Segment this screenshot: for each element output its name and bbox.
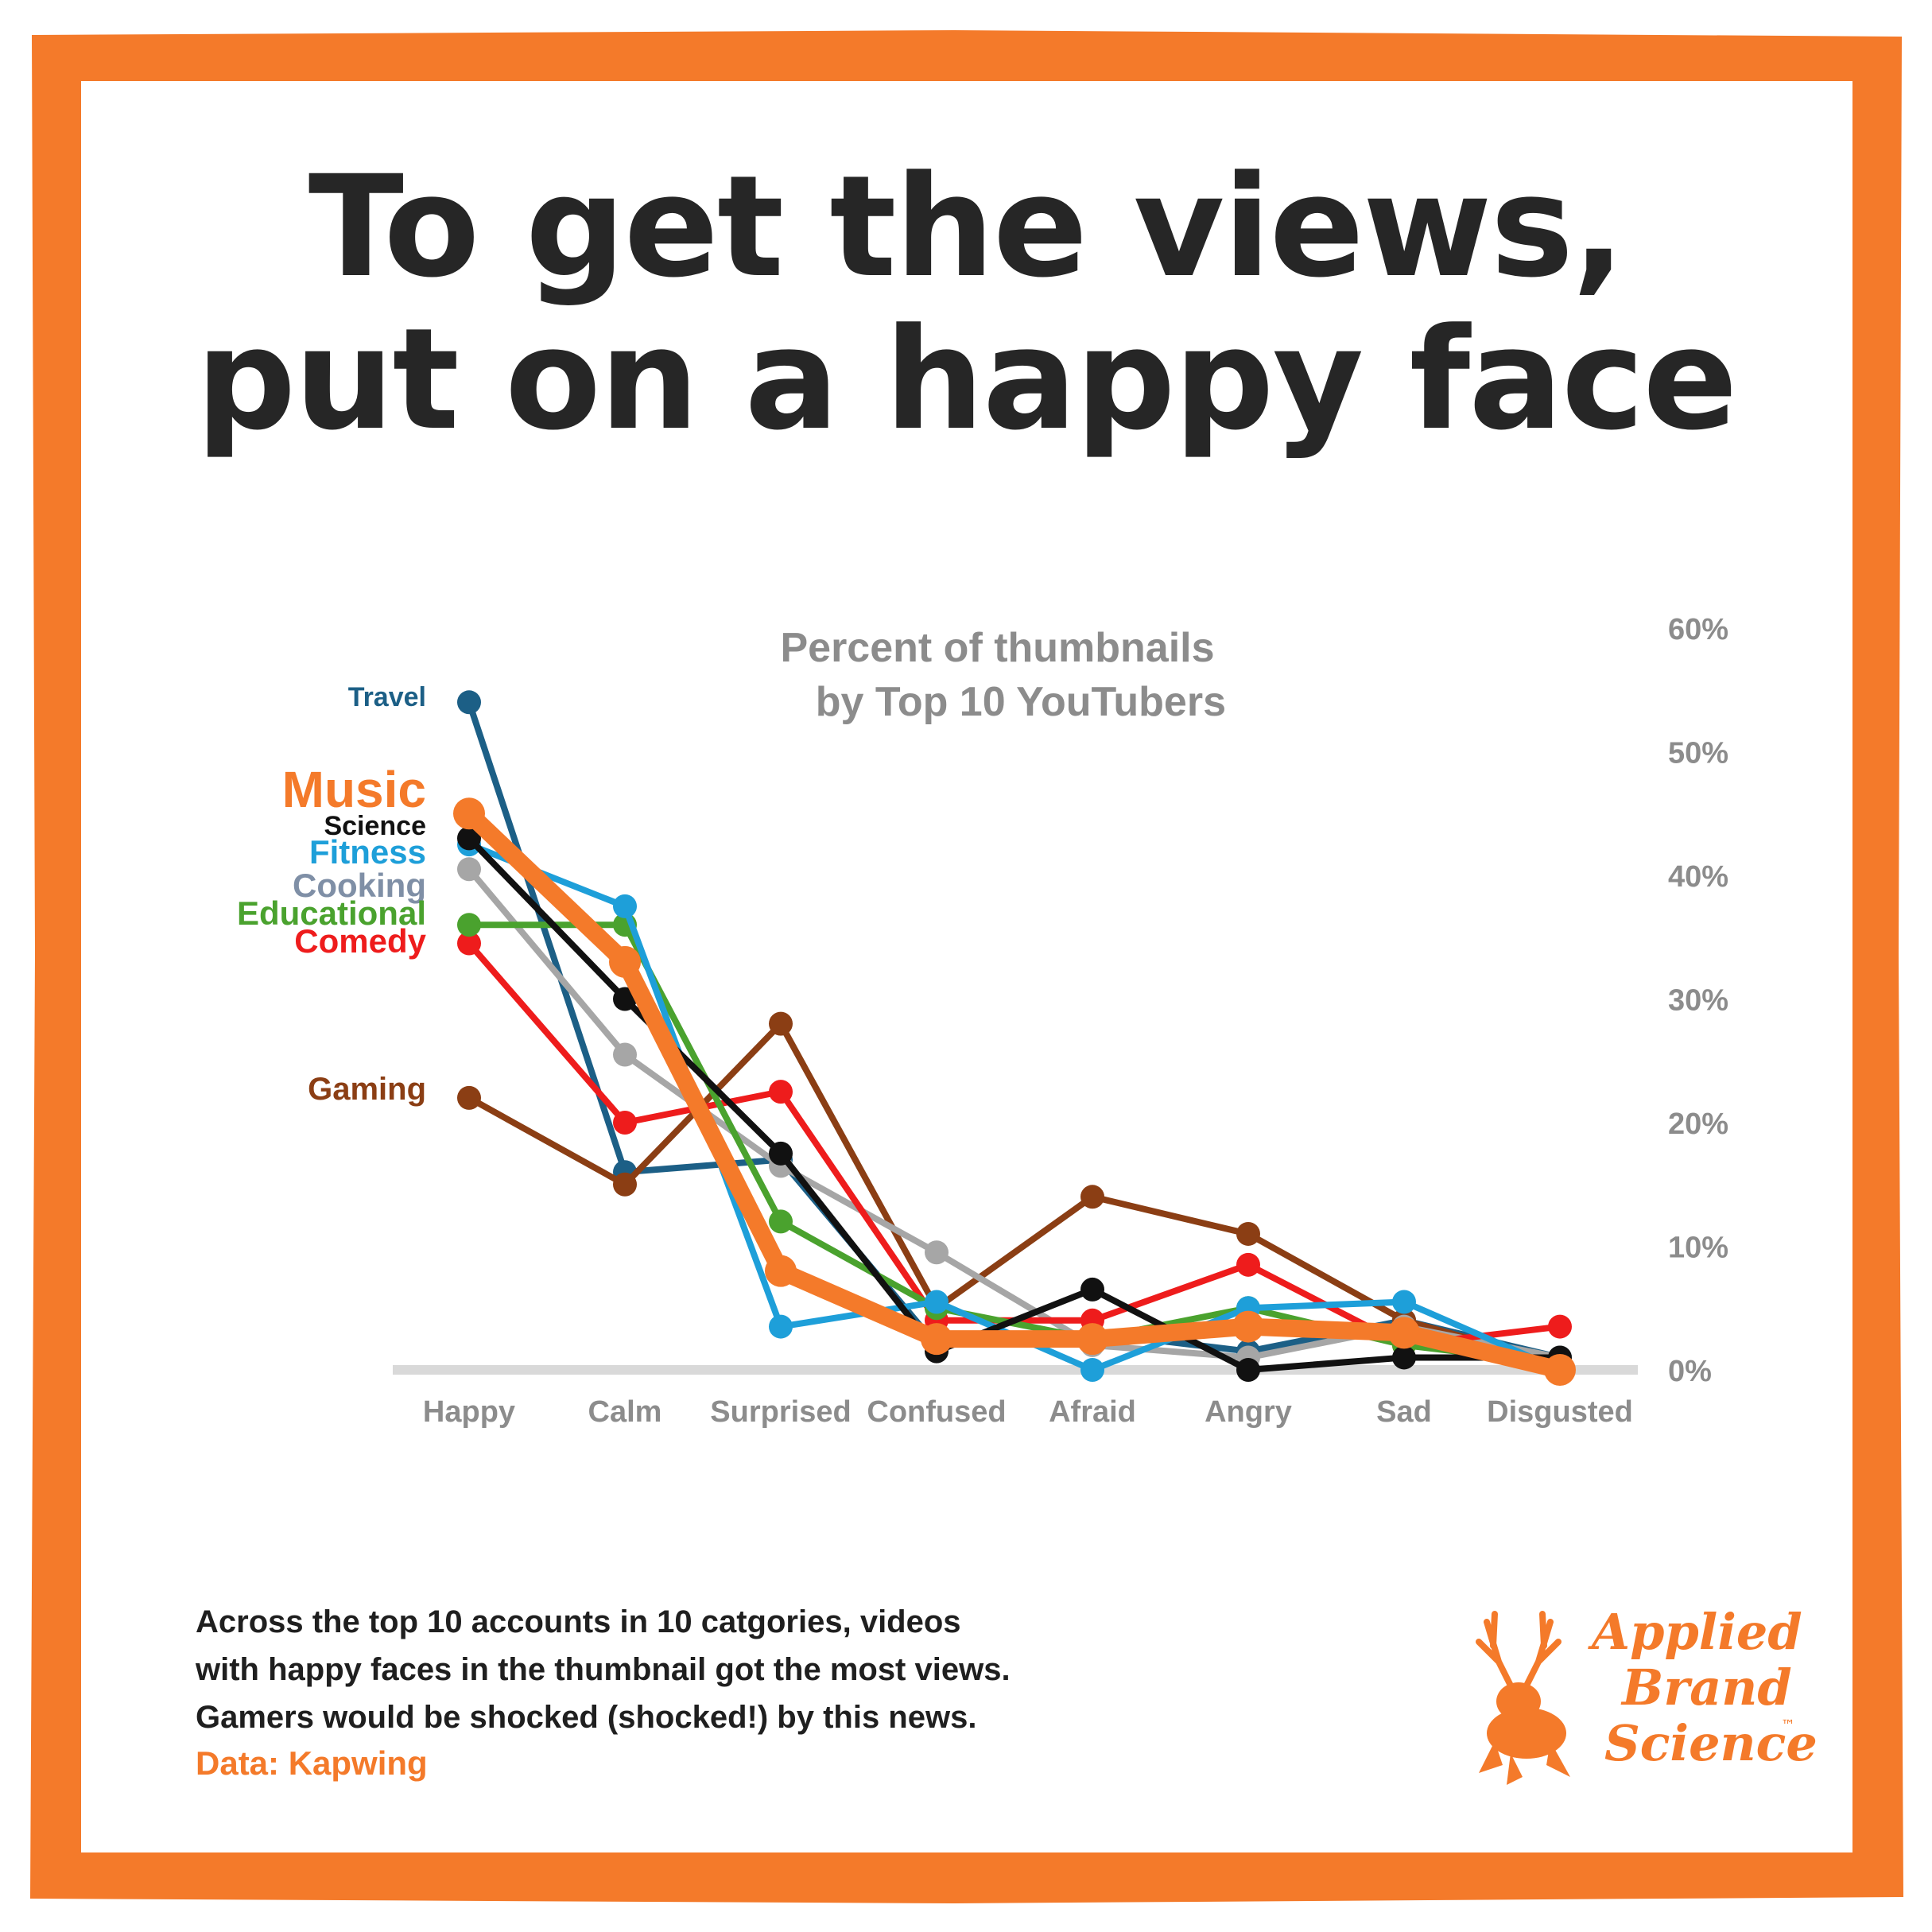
data-point-music-calm (609, 945, 641, 978)
y-tick-label-0: 0% (1668, 1355, 1712, 1388)
data-point-cooking-happy (457, 857, 481, 882)
series-labels: Travel MusicScienceFitnessCookingEducatio… (237, 682, 427, 1107)
y-tick-labels: 0% 10% 20% 30% 40% 50% 60% (1668, 613, 1728, 1388)
logo-trademark: ™ (1781, 1717, 1795, 1734)
series-label-fitness: Fitness (309, 833, 426, 871)
data-point-music-disgusted (1544, 1354, 1576, 1386)
y-tick-label-30: 30% (1668, 984, 1728, 1018)
x-tick-label-happy: Happy (423, 1395, 515, 1429)
data-point-educational-surprised (769, 1209, 793, 1234)
title-line-1: To get the views, (308, 145, 1625, 308)
data-point-fitness-afraid (1080, 1358, 1104, 1382)
data-point-fitness-sad (1392, 1290, 1416, 1314)
y-tick-label-10: 10% (1668, 1232, 1728, 1265)
series-label-comedy: Comedy (294, 922, 426, 960)
x-tick-label-afraid: Afraid (1049, 1395, 1136, 1429)
caption-line-1: Across the top 10 accounts in 10 catgori… (196, 1604, 961, 1639)
data-point-comedy-happy (457, 931, 481, 956)
caption: Across the top 10 accounts in 10 catgori… (196, 1598, 1293, 1741)
data-point-music-surprised (765, 1255, 797, 1287)
chart-title-line-1: Percent of thumbnails (780, 625, 1214, 671)
x-tick-label-calm: Calm (588, 1395, 662, 1429)
data-point-comedy-calm (613, 1111, 637, 1135)
y-tick-label-50: 50% (1668, 737, 1728, 770)
data-point-fitness-confused (925, 1290, 949, 1314)
data-point-comedy-surprised (769, 1080, 793, 1104)
series-layer (453, 690, 1576, 1386)
data-point-comedy-angry (1236, 1252, 1260, 1277)
x-tick-label-surprised: Surprised (710, 1395, 851, 1429)
chart-baseline (393, 1365, 1638, 1375)
series-label-cooking: Cooking (293, 867, 426, 904)
logo-line-3: Science (1604, 1714, 1818, 1772)
data-point-fitness-surprised (769, 1314, 793, 1339)
y-tick-label-20: 20% (1668, 1108, 1728, 1141)
data-point-gaming-afraid (1080, 1185, 1104, 1209)
data-point-travel-happy (457, 690, 481, 715)
series-label-science: Science (324, 811, 426, 841)
series-line-travel (466, 699, 1563, 1361)
data-point-science-angry (1236, 1358, 1260, 1382)
caption-line-3: Gamers would be shocked (shocked!) by th… (196, 1700, 977, 1735)
data-point-science-happy (457, 826, 481, 851)
logo-line-2: Brand (1622, 1658, 1792, 1717)
caption-line-2: with happy faces in the thumbnail got th… (196, 1652, 1011, 1687)
series-music (453, 797, 1576, 1386)
x-tick-label-angry: Angry (1205, 1395, 1292, 1429)
data-point-science-surprised (769, 1141, 793, 1166)
y-tick-label-60: 60% (1668, 613, 1728, 646)
series-label-travel: Travel (348, 682, 426, 712)
page-title: To get the views, put on a happy face (0, 151, 1932, 456)
brand-logo: Applied Brand Science ™ (1463, 1598, 1818, 1797)
data-point-cooking-confused (925, 1240, 949, 1265)
data-point-science-sad (1392, 1345, 1416, 1370)
x-tick-label-disgusted: Disgusted (1487, 1395, 1633, 1429)
data-point-music-confused (921, 1323, 952, 1356)
data-point-music-happy (453, 797, 485, 830)
data-point-gaming-angry (1236, 1221, 1260, 1246)
data-point-educational-happy (457, 913, 481, 937)
series-label-gaming: Gaming (308, 1072, 426, 1107)
data-point-gaming-happy (457, 1085, 481, 1110)
x-tick-labels: Happy Calm Surprised Confused Afraid Angry Sad… (423, 1395, 1633, 1429)
data-point-gaming-calm (613, 1172, 637, 1197)
deer-frog-icon (1476, 1611, 1570, 1785)
series-label-music: Music (282, 761, 426, 818)
data-point-science-afraid (1080, 1277, 1104, 1302)
x-tick-label-confused: Confused (867, 1395, 1006, 1429)
series-line-music (460, 805, 1569, 1379)
chart-title: Percent of thumbnails by Top 10 YouTuber… (780, 625, 1226, 725)
y-tick-label-40: 40% (1668, 860, 1728, 894)
series-label-educational: Educational (237, 894, 426, 932)
title-line-2: put on a happy face (196, 298, 1737, 461)
logo-line-1: Applied (1592, 1603, 1802, 1661)
chart-title-line-2: by Top 10 YouTubers (816, 679, 1226, 725)
data-point-music-afraid (1077, 1323, 1108, 1356)
data-point-fitness-calm (613, 894, 637, 918)
data-point-comedy-disgusted (1548, 1314, 1572, 1339)
series-line-fitness (466, 841, 1563, 1373)
x-tick-label-sad: Sad (1376, 1395, 1432, 1429)
data-point-cooking-calm (613, 1042, 637, 1067)
series-travel (457, 690, 1572, 1370)
data-point-gaming-surprised (769, 1011, 793, 1036)
data-point-music-sad (1388, 1317, 1420, 1349)
data-source: Data: Kapwing (196, 1744, 428, 1782)
data-point-music-angry (1232, 1310, 1264, 1343)
